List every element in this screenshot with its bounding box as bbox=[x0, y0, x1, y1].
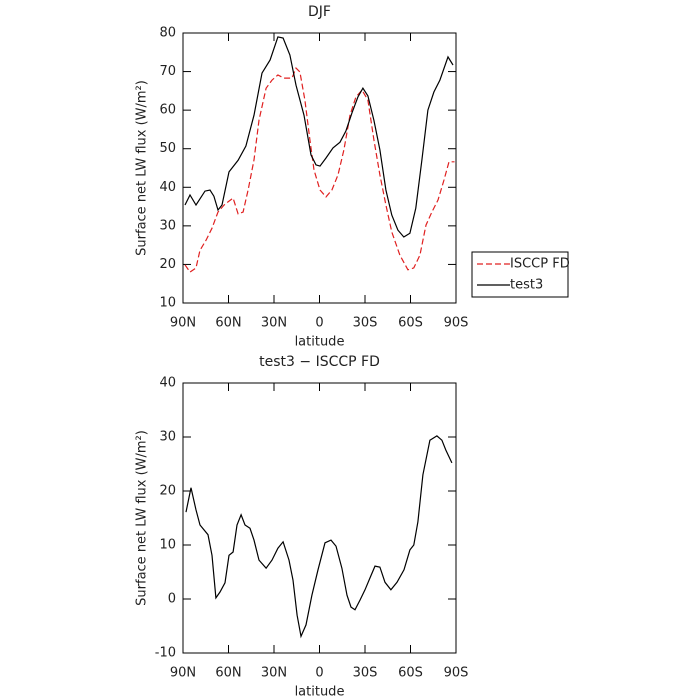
x-tick-label: 30N bbox=[261, 666, 287, 681]
x-tick-label: 90S bbox=[444, 666, 469, 681]
y-tick-label: 20 bbox=[159, 257, 176, 272]
y-tick-label: 30 bbox=[159, 430, 176, 445]
x-tick-label: 60N bbox=[215, 666, 241, 681]
x-tick-label: 30S bbox=[353, 666, 378, 681]
x-tick-label: 60N bbox=[215, 316, 241, 331]
x-tick-label: 0 bbox=[315, 316, 323, 331]
plot-frame bbox=[182, 382, 457, 654]
legend-box bbox=[471, 251, 569, 298]
x-tick-label: 30N bbox=[261, 316, 287, 331]
y-tick-label: 60 bbox=[159, 103, 176, 118]
y-axis-label: Surface net LW flux (W/m²) bbox=[135, 430, 150, 606]
plot-frame bbox=[182, 32, 457, 304]
y-tick-label: -10 bbox=[155, 646, 176, 661]
x-axis-label: latitude bbox=[295, 335, 345, 350]
chart-title: test3 − ISCCP FD bbox=[259, 354, 380, 370]
x-tick-label: 60S bbox=[398, 666, 423, 681]
x-tick-label: 30S bbox=[353, 316, 378, 331]
data-line bbox=[184, 36, 454, 238]
x-axis-label: latitude bbox=[295, 685, 345, 700]
y-tick-label: 30 bbox=[159, 218, 176, 233]
y-tick-label: 50 bbox=[159, 141, 176, 156]
x-tick-label: 90N bbox=[170, 666, 196, 681]
x-tick-label: 0 bbox=[315, 666, 323, 681]
y-tick-label: 80 bbox=[159, 26, 176, 41]
data-line bbox=[184, 67, 455, 273]
y-tick-label: 70 bbox=[159, 64, 176, 79]
y-tick-label: 10 bbox=[159, 296, 176, 311]
y-tick-label: 40 bbox=[159, 180, 176, 195]
legend-label: ISCCP FD bbox=[510, 257, 570, 272]
y-tick-label: 10 bbox=[159, 538, 176, 553]
y-axis-label: Surface net LW flux (W/m²) bbox=[135, 80, 150, 256]
y-tick-label: 20 bbox=[159, 484, 176, 499]
y-tick-label: 40 bbox=[159, 376, 176, 391]
x-tick-label: 60S bbox=[398, 316, 423, 331]
x-tick-label: 90N bbox=[170, 316, 196, 331]
x-tick-label: 90S bbox=[444, 316, 469, 331]
chart-title: DJF bbox=[308, 4, 331, 20]
y-tick-label: 0 bbox=[168, 592, 176, 607]
legend-label: test3 bbox=[510, 278, 543, 293]
data-line bbox=[185, 435, 453, 639]
